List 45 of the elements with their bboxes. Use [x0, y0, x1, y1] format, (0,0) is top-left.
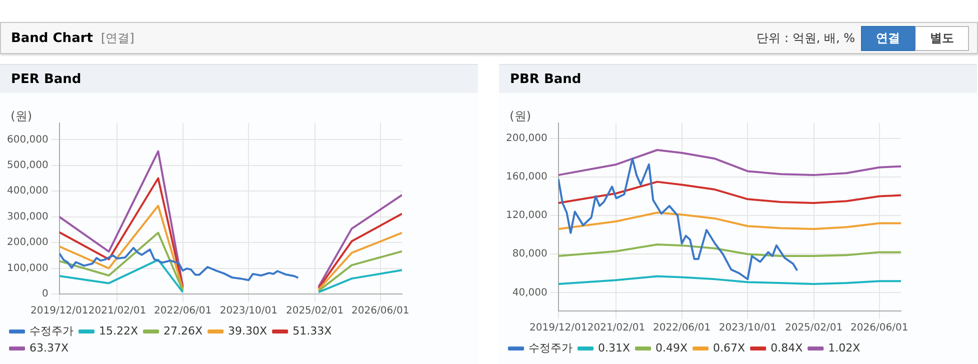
y-tick-label: 200,000 [6, 237, 48, 248]
x-tick-label: 2019/12/01 [530, 322, 588, 334]
legend-label: 수정주가 [30, 324, 74, 338]
y-tick-label: 40,000 [512, 287, 548, 298]
x-tick-label: 2026/06/01 [352, 306, 410, 317]
y-tick-label: 0 [42, 288, 48, 300]
y-tick-label: 120,000 [506, 210, 548, 222]
y-tick-label: 500,000 [6, 160, 48, 172]
legend-label: 15.22X [99, 324, 138, 338]
x-tick-label: 2022/06/01 [652, 322, 711, 334]
legend-label: 수정주가 [528, 341, 572, 354]
y-tick-label: 600,000 [6, 134, 48, 146]
legend-label: 0.67X [713, 341, 746, 354]
y-tick-label: 300,000 [6, 211, 48, 222]
y-tick-label: 80,000 [512, 248, 548, 260]
text: [연결] [100, 30, 134, 46]
y-tick-label: 160,000 [506, 172, 548, 183]
legend-label: 27.26X [164, 324, 204, 338]
x-tick-label: 2026/06/01 [850, 322, 908, 334]
chart-title: PER Band [0, 64, 478, 93]
text: 단위 : 억원, 배, % [756, 30, 855, 46]
chart-title: PBR Band [499, 64, 977, 93]
text: Band Chart [11, 30, 93, 46]
x-tick-label: 2022/06/01 [154, 306, 212, 317]
text: 별도 [915, 26, 969, 50]
y-tick-label: 100,000 [6, 262, 48, 274]
y-axis-title: (원) [10, 109, 32, 124]
x-tick-label: 2025/02/01 [784, 322, 843, 334]
legend-label: 0.31X [598, 341, 630, 354]
x-tick-label: 2023/10/01 [718, 322, 776, 334]
legend-label: 51.33X [292, 324, 332, 338]
x-tick-label: 2021/02/01 [88, 306, 146, 317]
y-tick-label: 200,000 [506, 133, 548, 144]
legend-label: 39.30X [228, 324, 268, 338]
legend-label: 63.37X [30, 341, 69, 354]
x-tick-label: 2023/10/01 [220, 306, 278, 317]
legend-label: 0.84X [770, 341, 804, 354]
text: 연결 [861, 26, 915, 50]
legend-label: 1.02X [828, 341, 861, 354]
y-tick-label: 400,000 [6, 186, 48, 197]
y-axis-title: (원) [510, 109, 532, 124]
x-tick-label: 2025/02/01 [286, 306, 344, 317]
x-tick-label: 2021/02/01 [587, 322, 646, 334]
legend-label: 0.49X [656, 341, 688, 354]
x-tick-label: 2019/12/01 [30, 306, 88, 317]
